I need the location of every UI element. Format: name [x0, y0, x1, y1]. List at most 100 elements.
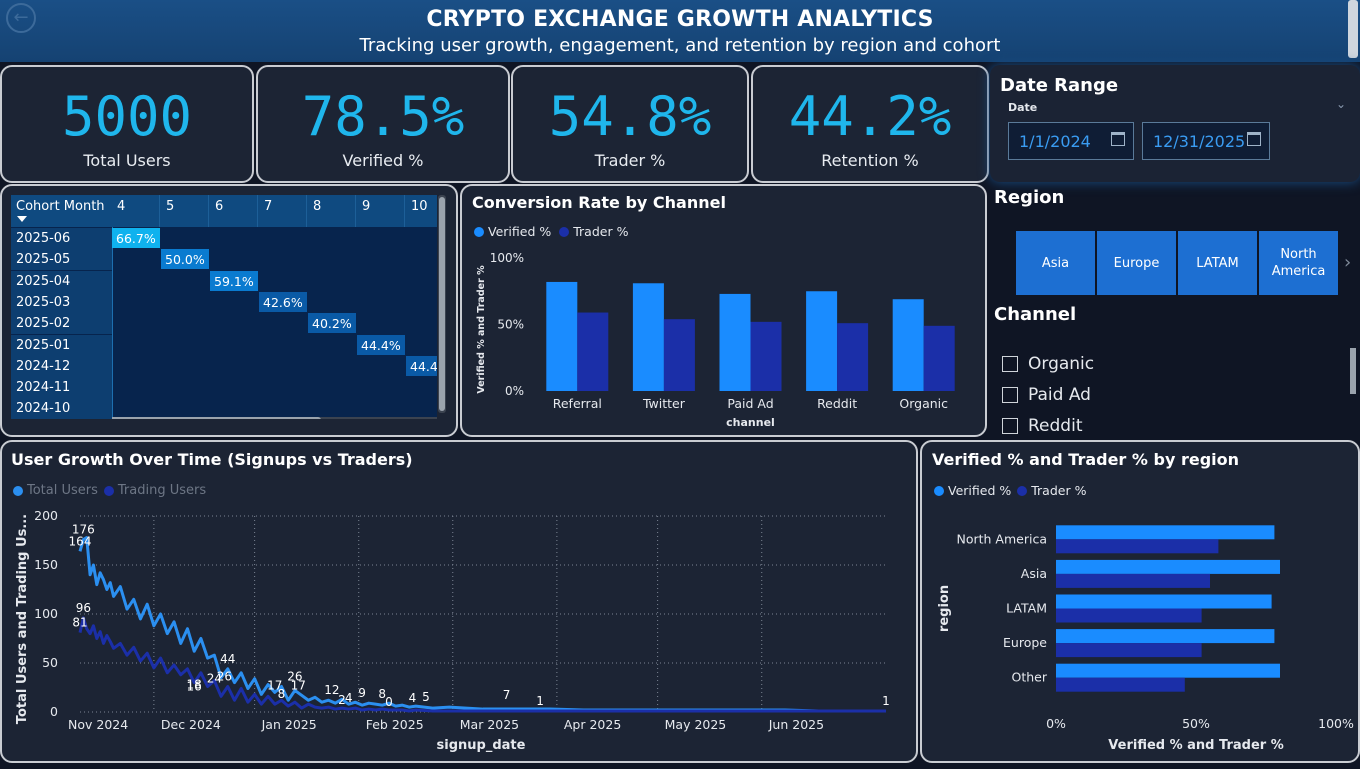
- x-tick-label: Paid Ad: [727, 396, 773, 411]
- region-tile-north-america[interactable]: North America: [1259, 231, 1338, 295]
- matrix-cell[interactable]: 66.7%: [112, 228, 160, 248]
- y-tick-label: Europe: [1003, 635, 1047, 650]
- bar-verified: [1056, 663, 1280, 678]
- legend-label: Trader %: [573, 224, 629, 239]
- matrix-column-header[interactable]: 10: [411, 199, 428, 214]
- matrix-row-label[interactable]: 2024-11: [11, 377, 112, 399]
- matrix-row-label[interactable]: 2024-10: [11, 398, 112, 419]
- matrix-row-label[interactable]: 2025-01: [11, 334, 112, 356]
- y-tick-label: 200: [34, 508, 58, 523]
- sort-desc-icon[interactable]: [17, 216, 27, 222]
- data-label: 16: [187, 679, 202, 693]
- legend-dot: [1017, 485, 1028, 496]
- matrix-column-header[interactable]: 7: [264, 199, 273, 214]
- x-tick-label: 50%: [1182, 716, 1210, 731]
- column-divider: [355, 195, 356, 227]
- trading-users-line: [78, 616, 886, 713]
- matrix-row-label[interactable]: 2025-02: [11, 313, 112, 335]
- checkbox[interactable]: [1002, 387, 1018, 403]
- x-axis-title: channel: [726, 416, 775, 429]
- data-label: 17: [267, 678, 282, 692]
- matrix-row-label[interactable]: 2025-03: [11, 291, 112, 313]
- calendar-icon[interactable]: [1111, 132, 1125, 146]
- start-date-input[interactable]: 1/1/2024: [1008, 122, 1134, 160]
- data-label: 44: [220, 652, 235, 666]
- bar-trader: [923, 325, 955, 391]
- column-divider: [404, 195, 405, 227]
- region-chart-plot: North America Asia LATAM Europe Other 0% 50% 10…: [937, 525, 1354, 753]
- legend-label: Verified %: [948, 483, 1012, 498]
- matrix-header: Cohort Month 4 5 6 7 8 9 10: [11, 195, 437, 227]
- bar-trader: [663, 319, 695, 391]
- y-tick-label: 0%: [505, 384, 524, 398]
- matrix-scroll-thumb[interactable]: [15, 417, 321, 419]
- matrix-column-header[interactable]: 4: [117, 199, 126, 214]
- channel-option-reddit[interactable]: Reddit: [1002, 416, 1082, 436]
- channel-list-scrollbar[interactable]: [1350, 348, 1356, 394]
- end-date-input[interactable]: 12/31/2025: [1142, 122, 1270, 160]
- x-tick-label: 100%: [1318, 716, 1354, 731]
- y-tick-label: 0: [50, 704, 58, 719]
- bar-trader: [1056, 573, 1210, 588]
- bar-trader: [1056, 677, 1185, 692]
- matrix-column-header[interactable]: 6: [215, 199, 224, 214]
- checkbox[interactable]: [1002, 356, 1018, 372]
- legend-dot: [474, 226, 484, 237]
- matrix-cell[interactable]: 44.4%: [357, 334, 405, 355]
- matrix-row-label[interactable]: 2025-04: [11, 270, 112, 292]
- bar-verified: [1056, 629, 1275, 644]
- channel-option-label: Paid Ad: [1028, 385, 1091, 405]
- x-tick-label: Jan 2025: [261, 717, 317, 732]
- matrix-cell[interactable]: 42.6%: [259, 291, 307, 312]
- data-label: 17: [291, 678, 306, 692]
- y-tick-label: 150: [34, 557, 58, 572]
- x-tick-label: Jun 2025: [768, 717, 824, 732]
- bar-trader: [837, 323, 869, 391]
- x-tick-label: 0%: [1046, 716, 1066, 731]
- bar-verified: [806, 291, 838, 391]
- region-tile-asia[interactable]: Asia: [1016, 231, 1095, 295]
- matrix-cell[interactable]: 59.1%: [210, 270, 258, 291]
- matrix-cell[interactable]: 44.4: [406, 355, 437, 376]
- calendar-icon[interactable]: [1247, 132, 1261, 146]
- data-label: 1: [536, 694, 544, 708]
- x-tick-label: Organic: [899, 396, 948, 411]
- data-label: 7: [503, 688, 511, 702]
- region-tile-europe[interactable]: Europe: [1097, 231, 1176, 295]
- back-arrow-icon[interactable]: ←: [6, 3, 36, 33]
- region-legend: Verified % Trader %: [934, 483, 1086, 498]
- matrix-row-label[interactable]: 2024-12: [11, 355, 112, 377]
- region-chart-card: Verified % and Trader % by region Verifi…: [920, 440, 1360, 763]
- matrix-column-header[interactable]: 5: [166, 199, 175, 214]
- matrix-vertical-thumb[interactable]: [439, 197, 445, 411]
- bar-verified: [1056, 559, 1280, 574]
- x-axis-title: Verified % and Trader %: [1108, 738, 1283, 753]
- channel-option-paid-ad[interactable]: Paid Ad: [1002, 385, 1091, 405]
- region-tile-latam[interactable]: LATAM: [1178, 231, 1257, 295]
- region-chart-title: Verified % and Trader % by region: [932, 450, 1240, 469]
- y-tick-label: Other: [1012, 670, 1048, 685]
- matrix-cell[interactable]: 40.2%: [308, 313, 356, 334]
- matrix-cell[interactable]: 50.0%: [161, 249, 209, 270]
- kpi-trader: 54.8% Trader %: [511, 65, 749, 183]
- matrix-column-header[interactable]: 9: [362, 199, 371, 214]
- row-header-divider: [112, 227, 113, 417]
- x-tick-label: Twitter: [642, 396, 686, 411]
- checkbox[interactable]: [1002, 418, 1018, 434]
- kpi-retention: 44.2% Retention %: [751, 65, 989, 183]
- chevron-down-icon[interactable]: ⌄: [1336, 97, 1347, 111]
- start-date-value: 1/1/2024: [1019, 132, 1091, 151]
- matrix-corner-label: Cohort Month: [16, 199, 105, 214]
- bar-verified: [1056, 594, 1272, 609]
- kpi-label: Total Users: [83, 151, 171, 170]
- matrix-row-label[interactable]: 2025-06: [11, 228, 112, 249]
- data-label: 24: [207, 671, 222, 685]
- data-label: 4: [409, 691, 417, 705]
- page-scrollbar[interactable]: [1348, 0, 1358, 58]
- bar-verified: [892, 299, 924, 391]
- matrix-row-label[interactable]: 2025-05: [11, 249, 112, 271]
- chevron-right-icon[interactable]: ›: [1344, 252, 1352, 273]
- channel-option-organic[interactable]: Organic: [1002, 354, 1094, 374]
- matrix-column-header[interactable]: 8: [313, 199, 322, 214]
- legend-dot: [103, 485, 114, 496]
